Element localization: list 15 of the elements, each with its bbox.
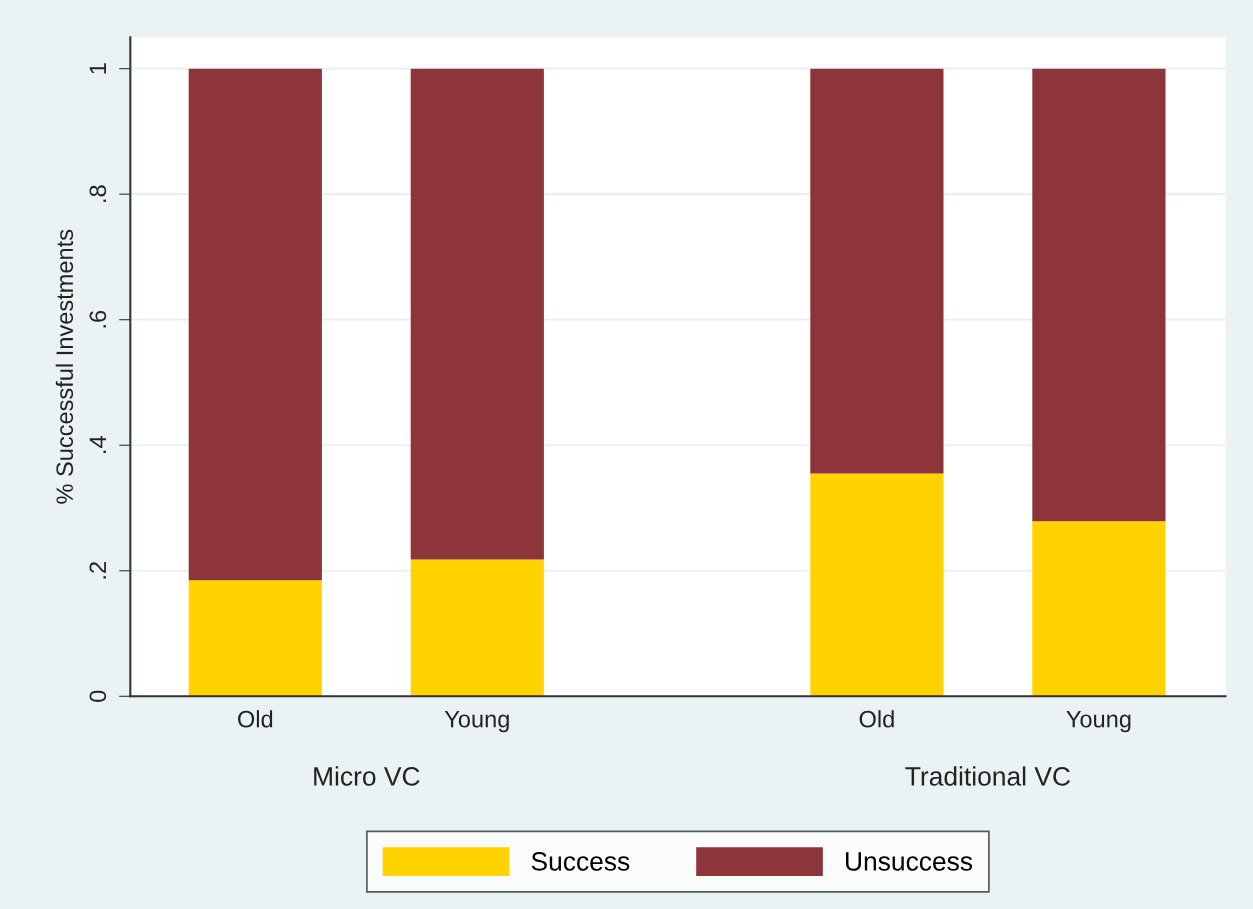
x-tick-label: Old [859, 710, 894, 728]
y-tick-label: .2 [89, 562, 106, 579]
legend-label: Success [531, 852, 630, 871]
x-tick-label: Old [238, 710, 273, 728]
x-tick-label: Young [1066, 711, 1131, 733]
y-tick-label: 1 [89, 63, 106, 74]
text: Traditional VC [905, 766, 1070, 786]
y-tick-label: 0 [89, 690, 107, 702]
y-axis-title: % Successful Investments [55, 229, 74, 504]
y-tick-label: .4 [89, 436, 106, 453]
legend-label: Unsuccess [846, 852, 973, 871]
text: Micro VC [314, 766, 420, 786]
y-tick-label: .6 [89, 310, 107, 328]
y-tick-label: .8 [89, 185, 107, 202]
x-tick-label: Young [444, 711, 509, 733]
